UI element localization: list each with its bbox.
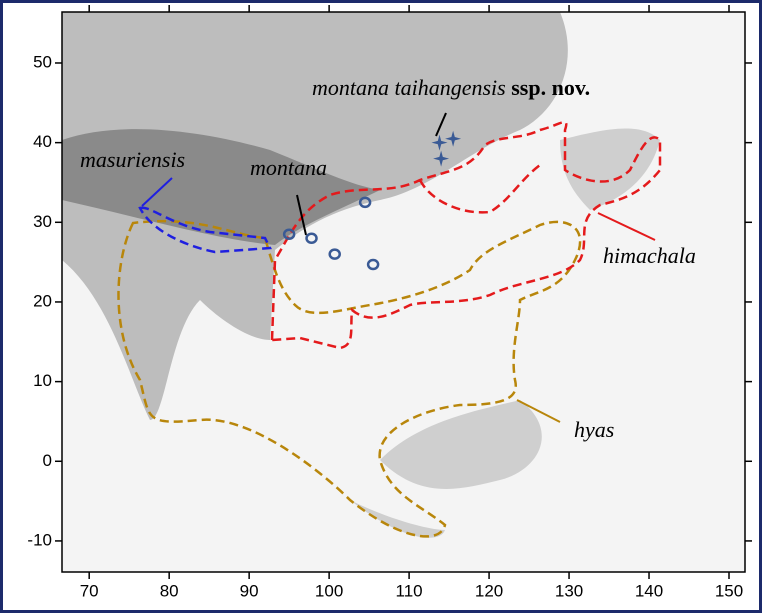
- y-tick-label: 10: [33, 371, 52, 390]
- x-tick-label: 100: [315, 581, 343, 600]
- label: montana: [250, 155, 327, 180]
- label: himachala: [603, 243, 696, 268]
- label-part: ssp. nov.: [511, 75, 590, 100]
- x-tick-label: 150: [715, 581, 743, 600]
- x-tick-label: 140: [635, 581, 663, 600]
- y-tick-label: 40: [33, 132, 52, 151]
- locality-star: [431, 134, 448, 151]
- locality-circle: [358, 196, 372, 209]
- leader-lines: [141, 112, 656, 423]
- x-tick-label: 90: [240, 581, 259, 600]
- x-tick-label: 70: [80, 581, 99, 600]
- range-outlines: [117, 120, 662, 538]
- locality-star: [433, 150, 450, 167]
- locality-circle: [366, 258, 380, 271]
- label-part: montana taihangensis: [312, 75, 506, 100]
- x-tick-label: 110: [396, 581, 423, 600]
- label: montana taihangensis ssp. nov.: [312, 75, 590, 100]
- y-tick-label: 20: [33, 291, 52, 310]
- x-tick-label: 80: [160, 581, 179, 600]
- label: masuriensis: [80, 147, 185, 172]
- y-tick-label: 0: [43, 451, 52, 470]
- y-tick-label: -10: [27, 530, 52, 549]
- locality-star: [445, 130, 462, 147]
- y-tick-label: 30: [33, 212, 52, 231]
- locality-circle: [305, 232, 318, 244]
- locality-circle: [282, 228, 296, 240]
- locality-circle: [328, 248, 341, 260]
- label: hyas: [574, 417, 614, 442]
- basemap: [61, 11, 746, 573]
- y-tick-label: 50: [33, 52, 52, 71]
- x-tick-label: 130: [555, 581, 583, 600]
- x-tick-label: 120: [475, 581, 503, 600]
